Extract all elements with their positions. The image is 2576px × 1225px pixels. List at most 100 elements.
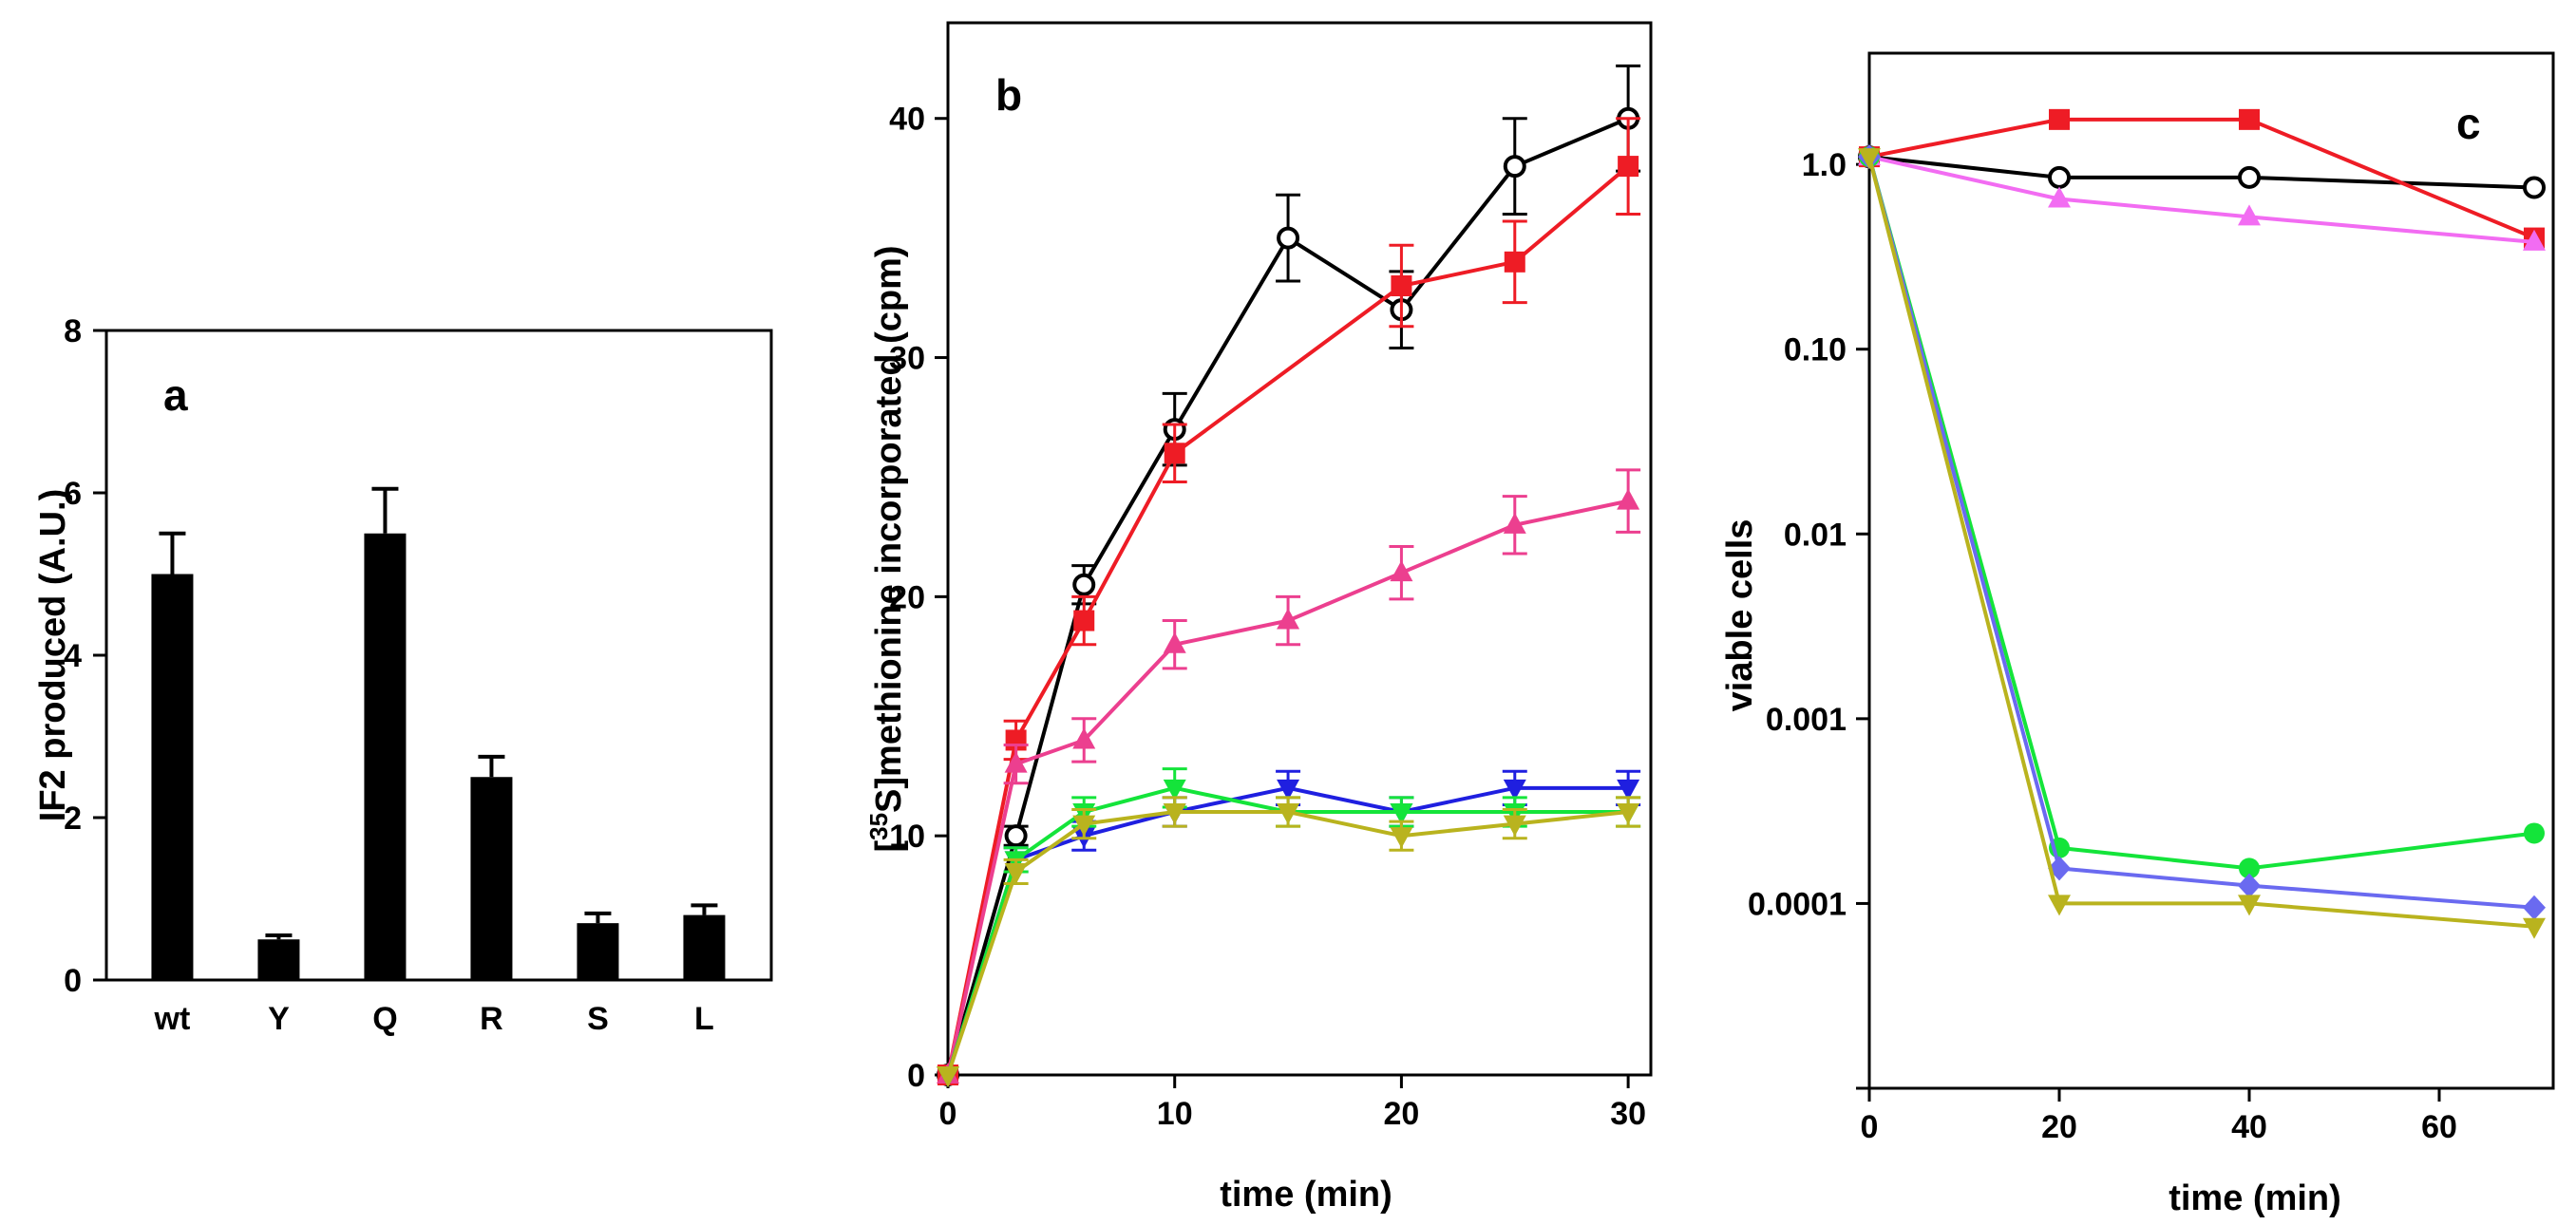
panel-a-xtick-label: L	[694, 1001, 714, 1037]
panel-a-ytick-label: 0	[64, 963, 82, 999]
panel-b-point	[1073, 610, 1095, 631]
panel-b-point	[1391, 275, 1412, 296]
panel-b-point	[1503, 779, 1526, 801]
panel-b-point	[1617, 779, 1640, 801]
panel-b-xtick-label: 20	[1384, 1096, 1420, 1132]
panel-c-series-magenta-triangles	[1858, 144, 2546, 251]
panel-b-ytick-label: 0	[907, 1058, 925, 1094]
panel-a-xtick-label: Y	[268, 1001, 290, 1037]
panel-a-ytick-label: 6	[64, 476, 82, 512]
panel-b-point	[1504, 251, 1525, 273]
panel-b-point	[1277, 803, 1300, 824]
panel-a-bar	[470, 777, 513, 980]
panel-a-ytick-label: 8	[64, 313, 82, 349]
panel-b-point	[1617, 803, 1640, 824]
panel-b-point	[1503, 155, 1526, 179]
panel-c-series-blue	[1858, 144, 2546, 920]
panel-b-letter: b	[995, 70, 1022, 120]
panel-c-point	[2048, 895, 2071, 916]
panel-b-point	[1277, 608, 1300, 630]
panel-a-bar-chart: a IF2 produced (A.U.) 0 2 4 6 8 wt Y Q R S L	[33, 313, 773, 1037]
panel-b-point	[1164, 443, 1185, 464]
panel-c-ytick-label: 0.10	[1784, 332, 1847, 368]
panel-b-point	[1617, 488, 1640, 510]
panel-b-series-line	[946, 785, 1629, 1076]
panel-b-point	[1163, 779, 1186, 801]
panel-c-point	[2238, 204, 2261, 226]
panel-a-xtick-label: R	[480, 1001, 503, 1037]
panel-c-letter: c	[2456, 99, 2481, 148]
panel-c-xtick-label: 0	[1861, 1109, 1879, 1145]
panel-b-point	[1390, 803, 1413, 824]
panel-c-ylabel: viable cells	[1720, 519, 1760, 712]
panel-b-point	[1390, 560, 1413, 582]
panel-a-letter: a	[163, 370, 188, 420]
panel-c-point	[2238, 165, 2261, 189]
panel-c-point	[2239, 108, 2260, 130]
panel-a-bar	[577, 923, 619, 980]
panel-c-point	[2238, 873, 2261, 898]
panel-c-xlabel: time (min)	[2169, 1178, 2341, 1218]
panel-b-point	[1277, 226, 1300, 250]
panel-c-series-line	[1868, 155, 2535, 190]
panel-b-frame	[946, 21, 1653, 1077]
panel-c-point	[2238, 895, 2261, 916]
panel-c-point	[2239, 858, 2260, 879]
panel-b-line-chart: b time (min) [35S]methionine incorporate…	[864, 21, 1653, 1215]
panel-c-point	[2524, 822, 2545, 844]
panel-c-point	[2523, 895, 2546, 920]
panel-c-point	[2049, 108, 2070, 130]
panel-b-point	[1503, 815, 1526, 837]
panel-c-ytick-label: 1.0	[1802, 147, 1847, 183]
panel-c-series-olive	[1858, 148, 2546, 939]
panel-b-point	[1163, 631, 1186, 653]
panel-b-point	[1072, 573, 1096, 596]
panel-c-point	[1858, 148, 1881, 170]
panel-b-xtick-label: 0	[939, 1096, 957, 1132]
panel-a-ylabel: IF2 produced (A.U.)	[33, 489, 73, 821]
panel-c-xtick-label: 20	[2041, 1109, 2077, 1145]
panel-c-point	[2048, 186, 2071, 208]
panel-c-point	[2523, 917, 2546, 939]
panel-b-series-line	[946, 810, 1629, 1076]
panel-c-series-line	[1867, 156, 2535, 871]
panel-a-frame	[104, 329, 773, 982]
panel-b-point	[1618, 156, 1639, 178]
panel-b-xtick-label: 10	[1157, 1096, 1193, 1132]
panel-b-xlabel: time (min)	[1220, 1175, 1392, 1215]
panel-c-xtick-label: 40	[2231, 1109, 2267, 1145]
panel-c-ytick-label: 0.01	[1784, 517, 1847, 553]
panel-b-point	[1004, 862, 1028, 884]
panel-c-point	[2523, 176, 2546, 199]
panel-b-point	[1072, 727, 1096, 749]
panel-c-ytick-label: 0.0001	[1748, 886, 1847, 922]
panel-c-frame	[1867, 51, 2555, 1090]
panel-b-series-line	[946, 116, 1629, 1076]
panel-b-ylabel: [35S]methionine incorporated (cpm)	[864, 245, 909, 852]
panel-c-line-chart: c time (min) viable cells 1.0 0.10 0.01 0.0…	[1720, 51, 2555, 1218]
panel-c-series-line	[1867, 156, 2535, 929]
panel-b-ytick-label: 30	[889, 341, 925, 377]
panel-a-xtick-label: S	[587, 1001, 609, 1037]
panel-a-bar	[683, 914, 726, 980]
panel-b-point	[1072, 815, 1096, 837]
panel-c-series-line	[1867, 156, 2535, 910]
panel-b-point	[1004, 824, 1028, 848]
panel-b-point	[937, 1066, 959, 1087]
panel-b-point	[1277, 779, 1300, 801]
panel-b-series-olive	[937, 796, 1641, 1087]
panel-c-point	[2523, 229, 2546, 251]
panel-b-ytick-label: 10	[889, 819, 925, 855]
panel-b-ytick-label: 40	[889, 102, 925, 138]
panel-b-series-black-circles	[937, 64, 1641, 1086]
panel-b-ytick-label: 20	[889, 579, 925, 615]
panel-a-bar	[257, 939, 300, 980]
panel-c-ytick-label: 0.001	[1766, 702, 1847, 738]
panel-b-xtick-label: 30	[1610, 1096, 1646, 1132]
panel-a-bar	[364, 533, 407, 980]
panel-c-xtick-label: 60	[2421, 1109, 2457, 1145]
panel-b-series-line	[946, 499, 1629, 1076]
panel-c-point	[2048, 165, 2071, 189]
panel-a-ytick-label: 2	[64, 801, 82, 837]
